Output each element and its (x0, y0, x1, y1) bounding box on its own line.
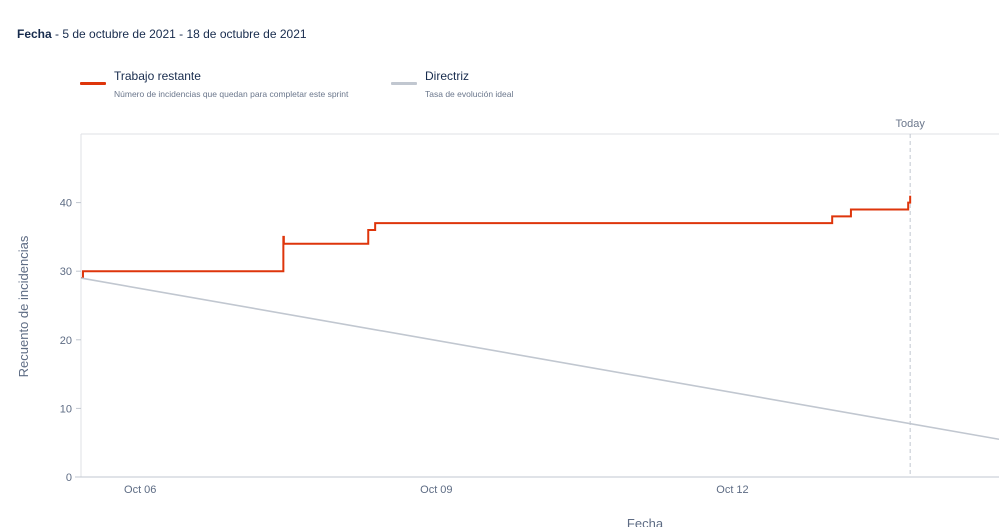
date-separator: - (51, 27, 63, 41)
y-axis-title: Recuento de incidencias (16, 235, 31, 377)
guideline-legend-description: Tasa de evolución ideal (425, 89, 514, 99)
y-tick-label: 30 (60, 266, 72, 278)
remaining-work-line (81, 195, 912, 280)
x-tick-label: Oct 06 (124, 484, 156, 496)
x-tick-label: Oct 12 (716, 484, 748, 496)
remaining-work-swatch (80, 82, 106, 85)
guideline-line (80, 277, 999, 441)
x-tick-label: Oct 09 (420, 484, 452, 496)
date-range: 5 de octubre de 2021 - 18 de octubre de … (62, 27, 307, 41)
y-tick-label: 0 (66, 472, 72, 484)
remaining-work-legend-name: Trabajo restante (114, 69, 201, 83)
x-axis-title: Fecha (627, 516, 664, 527)
guideline-swatch (391, 82, 417, 85)
date-range-header: Fecha - 5 de octubre de 2021 - 18 de oct… (17, 27, 307, 41)
remaining-work-legend-description: Número de incidencias que quedan para co… (114, 89, 349, 99)
guideline-legend-name: Directriz (425, 69, 469, 83)
y-tick-label: 20 (60, 335, 72, 347)
y-tick-label: 40 (60, 198, 72, 210)
date-label: Fecha (17, 27, 52, 41)
y-tick-label: 10 (60, 403, 72, 415)
today-marker-label: Today (895, 118, 925, 130)
